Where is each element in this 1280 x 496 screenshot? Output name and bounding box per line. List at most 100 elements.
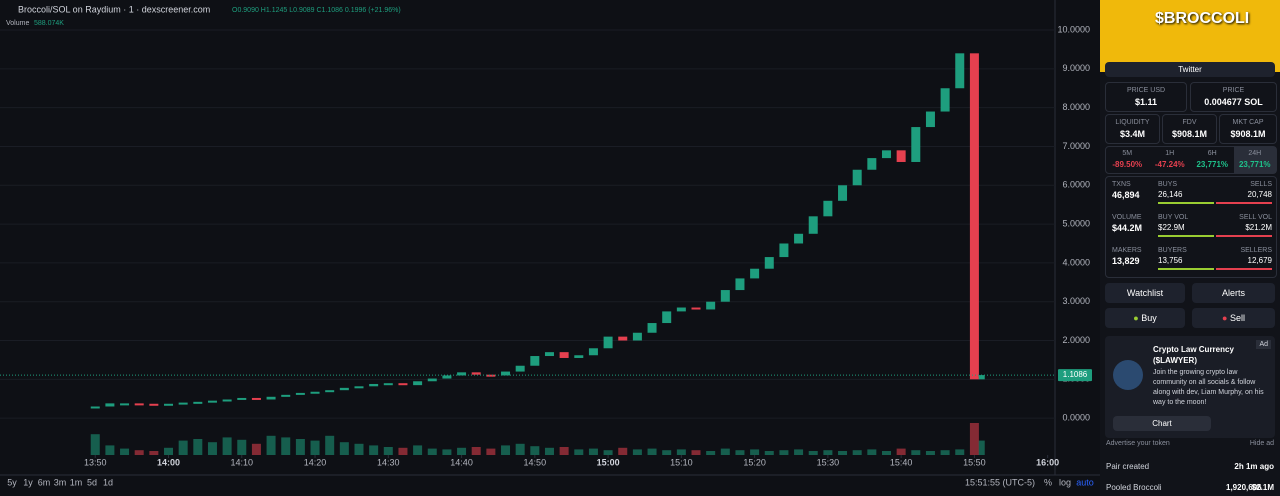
volume-bar: [978, 440, 985, 455]
volume-label: Volume: [6, 20, 29, 27]
volume-bar: [852, 450, 862, 455]
stat-value: 46,894: [1112, 190, 1140, 200]
buy-button[interactable]: ● Buy: [1105, 308, 1185, 328]
stat-value: $22.9M: [1158, 223, 1185, 232]
hide-ad[interactable]: Hide ad: [1249, 440, 1274, 447]
candle-body: [735, 278, 745, 291]
candle-body: [823, 200, 833, 217]
candle-body: [427, 378, 437, 382]
x-tick-label: 14:00: [157, 457, 180, 467]
volume-bar: [735, 450, 745, 455]
watchlist-button[interactable]: Watchlist: [1105, 283, 1185, 303]
range-button[interactable]: 6m: [38, 477, 51, 487]
ratio-bar: [1158, 268, 1214, 270]
y-tick-label: 10.0000: [1057, 24, 1090, 34]
log-toggle[interactable]: log: [1059, 477, 1071, 487]
candle-body: [90, 406, 100, 409]
pooled-value: 1,920,606: [1226, 483, 1262, 492]
stat-value: 26,146: [1158, 190, 1183, 199]
auto-toggle[interactable]: auto: [1076, 477, 1094, 487]
range-button[interactable]: 3m: [54, 477, 67, 487]
x-tick-label: 13:50: [84, 457, 107, 467]
advertise[interactable]: Advertise your token: [1106, 440, 1170, 447]
candle-body: [530, 356, 540, 366]
candle-body: [295, 392, 305, 395]
volume-bar: [647, 448, 657, 455]
change-cell: 5M -89.50%: [1106, 147, 1149, 173]
candle-body: [442, 375, 452, 379]
volume-bar: [662, 450, 672, 455]
x-tick-label: 15:20: [743, 457, 766, 467]
candle-body: [852, 169, 862, 186]
candle-body: [457, 372, 467, 376]
x-tick-label: 14:30: [377, 457, 400, 467]
volume-bar: [632, 449, 642, 455]
banner: $BROCCOLI: [1100, 0, 1280, 72]
volume-bar: [867, 449, 877, 455]
ohlc: O0.9090 H1.1245 L0.9089 C1.1086 0.1996 (…: [232, 7, 401, 14]
volume-bar: [237, 439, 247, 455]
volume-bar: [969, 423, 979, 455]
volume-bar: [823, 450, 833, 455]
sidebar: $BROCCOLI Twitter PRICE USD $1.11 PRICE 0.…: [1100, 0, 1280, 496]
change-cell: 1H -47.24%: [1149, 147, 1192, 173]
stat: SELLS 20,748: [1216, 181, 1272, 204]
range-button[interactable]: 5y: [7, 477, 17, 487]
candle-body: [398, 383, 408, 386]
ratio-bar: [1216, 268, 1272, 270]
volume-bar: [779, 450, 789, 455]
candle-body: [193, 401, 203, 404]
ad-text: Join the growing crypto law community on…: [1153, 369, 1264, 406]
y-tick-label: 0.0000: [1062, 413, 1090, 423]
ratio-bar: [1158, 235, 1214, 237]
x-tick-label: 15:40: [890, 457, 913, 467]
last-price-label: 1.1086: [1063, 370, 1088, 379]
candle-body: [559, 352, 569, 358]
volume-bar: [544, 447, 554, 455]
ad-chart-button[interactable]: Chart: [1113, 416, 1211, 431]
x-tick-label: 16:00: [1036, 457, 1059, 467]
changes: 5M -89.50% 1H -47.24% 6H 23,771% 24H 23,771%: [1105, 146, 1277, 174]
stat-value: 13,829: [1112, 256, 1140, 266]
volume-bar: [339, 442, 349, 455]
volume-bar: [720, 448, 730, 455]
change-label: 5M: [1122, 150, 1133, 157]
volume-value: 588.074K: [34, 20, 64, 27]
volume-bar: [486, 448, 496, 455]
candle-body: [706, 301, 716, 310]
y-tick-label: 6.0000: [1062, 180, 1090, 190]
y-tick-label: 9.0000: [1062, 63, 1090, 73]
stat: SELL VOL $21.2M: [1216, 214, 1272, 237]
chart: Broccoli/SOL on Raydium · 1 · dexscreene…: [0, 0, 1100, 487]
volume-bar: [881, 451, 891, 455]
candle-body: [750, 268, 760, 279]
volume-bar: [164, 447, 174, 455]
change-value: 23,771%: [1196, 160, 1229, 169]
candle-body: [515, 365, 525, 372]
volume-bar: [222, 437, 232, 455]
candle-body: [325, 390, 335, 393]
candle-body: [588, 348, 598, 356]
label: Sell: [1229, 313, 1245, 323]
value: $3.4M: [1119, 129, 1145, 139]
range-button[interactable]: 1m: [70, 477, 83, 487]
candle-body: [501, 371, 511, 376]
candle-body: [764, 257, 774, 269]
volume-bar: [281, 437, 291, 455]
x-tick-label: 15:10: [670, 457, 693, 467]
candle-body: [149, 403, 159, 406]
pct-toggle[interactable]: %: [1044, 477, 1052, 487]
clock: 15:51:55 (UTC-5): [965, 477, 1035, 487]
alerts-button[interactable]: Alerts: [1192, 283, 1275, 303]
twitter-button[interactable]: Twitter: [1105, 62, 1275, 77]
candle-body: [838, 185, 848, 201]
sell-button[interactable]: ● Sell: [1192, 308, 1275, 328]
range-button[interactable]: 1d: [103, 477, 113, 487]
candle-body: [251, 397, 261, 400]
volume-bar: [251, 443, 261, 455]
volume-bar: [383, 447, 393, 455]
volume-bar: [603, 450, 613, 455]
candle-body: [237, 397, 247, 400]
range-button[interactable]: 1y: [23, 477, 33, 487]
range-button[interactable]: 5d: [87, 477, 97, 487]
